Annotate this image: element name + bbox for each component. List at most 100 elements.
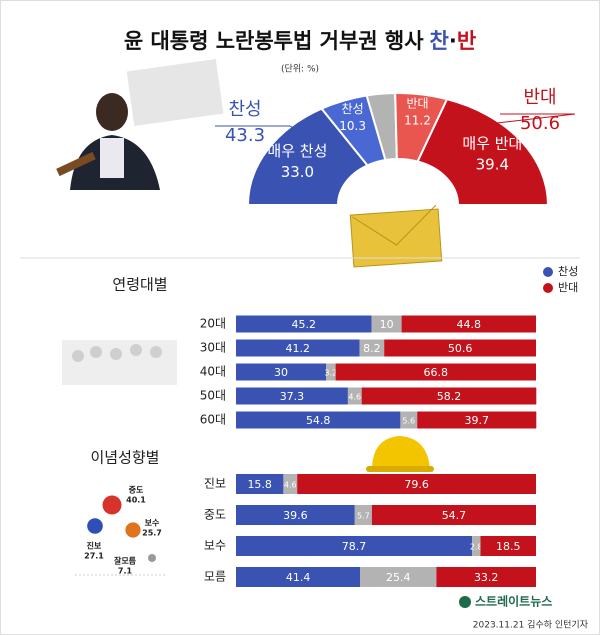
- pie-segment: [246, 107, 370, 206]
- bar-value: 15.8: [247, 478, 272, 491]
- annotation-label: 반대: [523, 87, 556, 108]
- bar-segment: [236, 387, 348, 405]
- category-label: 20대: [200, 317, 226, 331]
- bar-segment: [283, 474, 298, 494]
- legend-swatch: [543, 283, 553, 293]
- category-label: 모름: [204, 570, 226, 584]
- bar-segment: [236, 505, 355, 525]
- bubble-label: 중도: [129, 486, 144, 495]
- people-photo: [62, 340, 177, 385]
- category-label: 진보: [204, 477, 226, 491]
- bar-segment: [297, 474, 536, 494]
- bar-segment: [359, 339, 385, 357]
- bar-value: 45.2: [292, 318, 317, 331]
- annotation-value: 50.6: [520, 113, 560, 134]
- bar-value: 8.2: [363, 342, 381, 355]
- bubble-label: 잘모름: [114, 556, 137, 566]
- bar-segment: [472, 536, 481, 556]
- bar-value: 66.8: [424, 366, 449, 379]
- bar-value: 50.6: [448, 342, 473, 355]
- bar-segment: [371, 505, 536, 525]
- bar-segment: [384, 339, 536, 357]
- segment-label: 찬성: [342, 101, 364, 116]
- segment-label: 반대: [406, 97, 428, 111]
- bar-value: 5.7: [357, 512, 370, 521]
- bubble-value: 25.7: [142, 529, 162, 538]
- segment-value: 11.2: [404, 114, 431, 128]
- title-con: 반: [457, 29, 476, 53]
- annotation-line: [487, 113, 576, 125]
- bar-segment: [401, 315, 536, 333]
- credit: 2023.11.21 김수하 인턴기자: [473, 619, 589, 631]
- bar-value: 54.8: [306, 414, 331, 427]
- category-label: 중도: [204, 508, 226, 522]
- helmet: [366, 436, 434, 472]
- bar-value: 78.7: [342, 540, 367, 553]
- legend-label: 반대: [558, 281, 578, 294]
- photo: [56, 58, 224, 190]
- segment-label: 매우 반대: [462, 135, 522, 153]
- segment-value: 10.3: [339, 119, 366, 133]
- bar-value: 41.2: [286, 342, 311, 355]
- bar-value: 44.8: [457, 318, 482, 331]
- unit-note: (단위: %): [281, 64, 319, 75]
- bar-segment: [361, 387, 537, 405]
- bar-value: 37.3: [280, 390, 305, 403]
- annotation-label: 찬성: [228, 99, 261, 120]
- bar-segment: [236, 339, 360, 357]
- bar-value: 4.6: [348, 393, 361, 402]
- title-pro: 찬: [430, 29, 449, 53]
- bar-segment: [236, 536, 473, 556]
- annotation-line: [215, 125, 306, 136]
- bar-value: 3.2: [324, 369, 337, 378]
- bar-value: 10: [380, 318, 394, 331]
- bar-value: 39.7: [465, 414, 490, 427]
- bubble: [102, 495, 122, 515]
- bar-value: 79.6: [404, 478, 429, 491]
- bubble-label: 진보: [87, 541, 102, 551]
- bar-segment: [436, 567, 536, 587]
- bubble: [87, 518, 103, 534]
- category-label: 보수: [204, 539, 226, 553]
- title-sep: ·: [449, 29, 457, 53]
- bar-value: 58.2: [437, 390, 462, 403]
- pie-segment: [416, 97, 550, 206]
- bar-value: 39.6: [283, 509, 308, 522]
- bar-segment: [335, 363, 536, 381]
- bubble-label: 보수: [145, 519, 160, 528]
- bubble: [125, 522, 141, 538]
- title-main: 윤 대통령 노란봉투법 거부권 행사: [124, 29, 424, 53]
- bar-value: 25.4: [386, 571, 411, 584]
- bar-segment: [236, 411, 401, 429]
- bar-value: 5.6: [402, 417, 415, 426]
- bubble-value: 7.1: [118, 567, 133, 576]
- envelope: [349, 204, 443, 268]
- bar-value: 33.2: [474, 571, 499, 584]
- bar-segment: [326, 363, 336, 381]
- category-label: 50대: [200, 389, 226, 403]
- bubble-value: 40.1: [126, 496, 146, 505]
- bar-segment: [371, 315, 402, 333]
- bar-value: 2.8: [470, 543, 483, 552]
- bar-value: 41.4: [286, 571, 311, 584]
- bar-value: 54.7: [442, 509, 467, 522]
- bar-segment: [236, 567, 361, 587]
- segment-label: 매우 찬성: [267, 142, 327, 160]
- bar-segment: [236, 315, 372, 333]
- segment-value: 39.4: [476, 156, 509, 174]
- bar-value: 18.5: [496, 540, 521, 553]
- bubble: [148, 554, 156, 562]
- bar-segment: [354, 505, 372, 525]
- logo: 스트레이트뉴스: [459, 594, 552, 609]
- bar-segment: [236, 474, 284, 494]
- bar-segment: [417, 411, 537, 429]
- legend-label: 찬성: [558, 264, 578, 278]
- bar-segment: [480, 536, 536, 556]
- bar-segment: [236, 363, 326, 381]
- category-label: 60대: [200, 413, 226, 427]
- segment-value: 33.0: [281, 163, 314, 181]
- category-label: 30대: [200, 341, 226, 355]
- bar-segment: [360, 567, 437, 587]
- section-title: 이념성향별: [90, 449, 159, 467]
